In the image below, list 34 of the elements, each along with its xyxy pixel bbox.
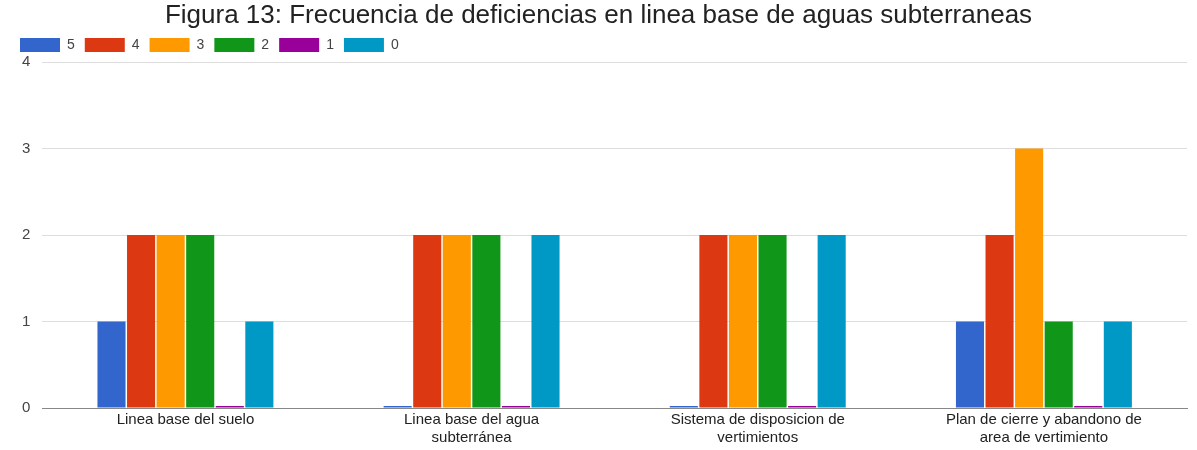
bar — [955, 321, 985, 408]
bar — [985, 235, 1014, 408]
legend-label: 3 — [196, 35, 205, 52]
bar — [1103, 321, 1132, 408]
x-tick-label: Plan de cierre y abandono de area de vertimiento — [945, 410, 1142, 446]
bar — [472, 235, 501, 408]
x-tick-label: Linea base del suelo — [116, 410, 255, 428]
bar — [728, 235, 758, 408]
bar — [1015, 148, 1044, 408]
bar — [817, 235, 846, 408]
legend-label: 4 — [131, 35, 140, 52]
y-tick-label: 0 — [22, 398, 31, 416]
bar — [127, 235, 156, 408]
bar — [699, 235, 728, 408]
bar — [1044, 321, 1073, 408]
bar — [531, 235, 560, 408]
y-tick-label: 2 — [22, 225, 31, 243]
chart-title: Figura 13: Frecuencia de deficiencias en linea base de aguas subterraneas — [163, 0, 1034, 29]
bar — [245, 321, 274, 408]
bar — [413, 235, 442, 408]
x-tick-label: Linea base del agua subterránea — [404, 410, 540, 446]
bar — [442, 235, 471, 408]
bar — [186, 235, 215, 408]
y-tick-label: 1 — [22, 311, 31, 329]
legend-label: 5 — [67, 35, 75, 52]
y-tick-label: 3 — [22, 138, 31, 156]
x-tick-label: Sistema de disposicion de vertimientos — [670, 410, 845, 446]
legend-label: 0 — [390, 35, 399, 52]
legend-label: 2 — [261, 35, 270, 52]
bar — [758, 235, 787, 408]
legend-label: 1 — [326, 35, 335, 52]
bar — [156, 235, 185, 408]
bar — [97, 321, 126, 408]
y-tick-label: 4 — [22, 52, 31, 70]
